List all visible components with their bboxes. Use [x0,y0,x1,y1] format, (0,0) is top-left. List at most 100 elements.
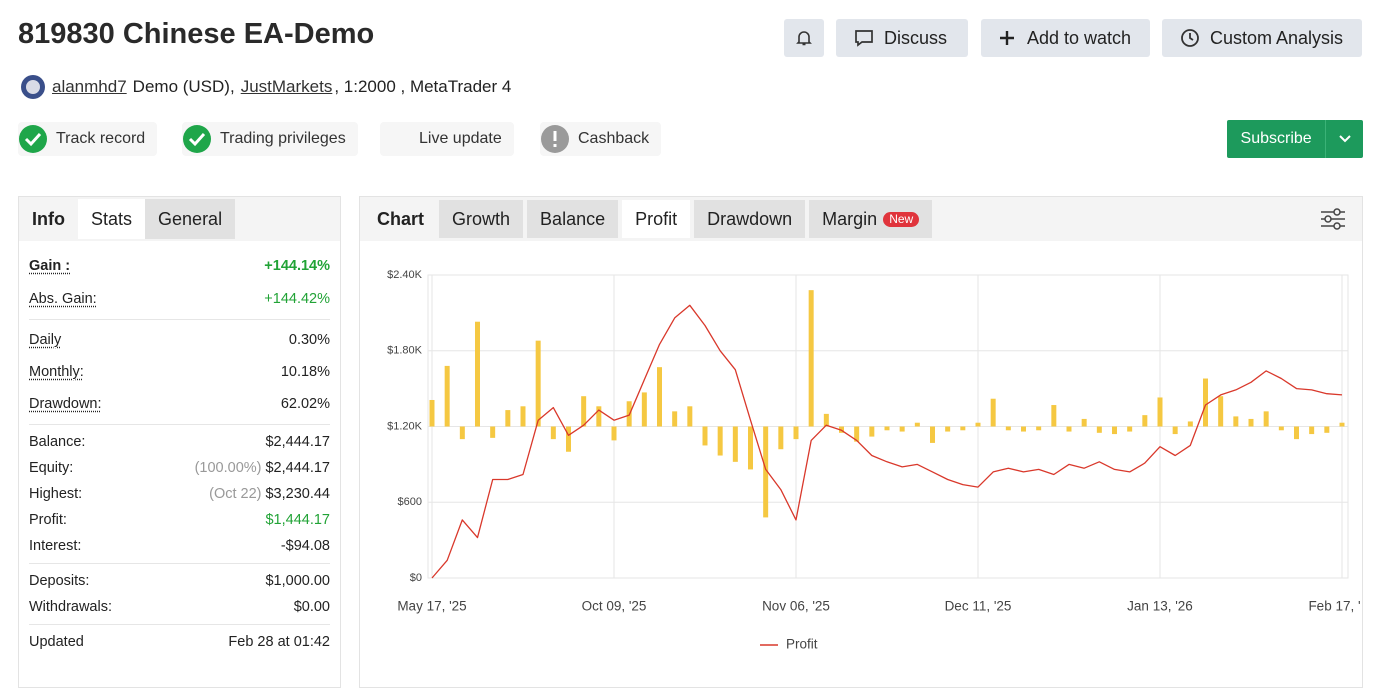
tab-label: Balance [540,209,605,229]
subscribe-button[interactable]: Subscribe [1227,120,1363,158]
bar [1067,427,1072,432]
button-label: Discuss [884,28,947,49]
badge-label: Track record [56,130,145,148]
x-tick-label: Feb 17, '26 [1308,599,1360,614]
stats-group: Deposits: $1,000.00 Withdrawals: $0.00 [29,564,330,625]
analysis-button[interactable]: Custom Analysis [1162,19,1362,57]
stats-value: $2,444.17 [265,460,330,476]
bar [521,406,526,426]
chart-tab[interactable]: Balance [527,200,618,238]
settings-icon[interactable] [1320,207,1346,231]
stats-label: Deposits: [29,573,89,589]
stats-group: Balance: $2,444.17 Equity: (100.00%) $2,444.… [29,425,330,564]
chart-tab[interactable]: Profit [622,200,690,238]
stats-value: 0.30% [289,332,330,348]
stats-tab[interactable]: Stats [78,199,145,239]
bar [1112,427,1117,435]
badge-label: Cashback [578,130,649,148]
bar [505,410,510,426]
bar [778,427,783,450]
stats-row: Highest: (Oct 22) $3,230.44 [29,481,330,507]
bar [1097,427,1102,433]
bar [1218,396,1223,426]
stats-value-wrap: +144.14% [264,258,330,274]
chart-tab[interactable]: Margin New [809,200,932,238]
bar [460,427,465,440]
tab-label: Drawdown [707,209,792,229]
discuss-button[interactable]: Discuss [836,19,968,57]
user-link[interactable]: alanmhd7 [52,77,127,97]
x-tick-label: Jan 13, '26 [1127,599,1193,614]
tab-label: Margin [822,209,877,229]
stats-value-wrap: $1,000.00 [265,573,330,589]
bar [1173,427,1178,435]
stats-row: Equity: (100.00%) $2,444.17 [29,455,330,481]
bar [1249,419,1254,427]
stats-value-wrap: $1,444.17 [265,512,330,528]
stats-group: Gain : +144.14% Abs. Gain: +144.42% [29,245,330,320]
bar [1324,427,1329,433]
stats-label: Profit: [29,512,67,528]
stats-value-wrap: +144.42% [264,291,330,307]
stats-label: Monthly: [29,364,84,380]
badge-label: Trading privileges [220,130,346,148]
bar [900,427,905,432]
stats-row: Deposits: $1,000.00 [29,568,330,594]
stats-row: Monthly: 10.18% [29,356,330,388]
subscribe-dropdown[interactable] [1325,120,1363,158]
stats-value-wrap: 10.18% [281,364,330,380]
bar [475,322,480,427]
subscribe-label: Subscribe [1227,130,1325,148]
stats-value-wrap: 62.02% [281,396,330,412]
y-tick-label: $1.80K [387,345,423,357]
bar [945,427,950,432]
stats-label: Highest: [29,486,82,502]
bar [566,427,571,452]
chart-tab[interactable]: Growth [439,200,523,238]
stats-label: Interest: [29,538,81,554]
x-tick-label: Nov 06, '25 [762,599,830,614]
title: 819830 Chinese EA-Demo [18,18,374,51]
tab-label: Growth [452,209,510,229]
stats-group: Daily 0.30% Monthly: 10.18% Drawdown: 62.02% [29,320,330,425]
stats-row: Gain : +144.14% [29,249,330,282]
stats-label: Withdrawals: [29,599,112,615]
bar [551,427,556,440]
bar [1051,405,1056,426]
button-label: Add to watch [1027,28,1131,49]
bar [1127,427,1132,432]
stats-value: $3,230.44 [265,486,330,502]
bar [1264,411,1269,426]
bell-button[interactable] [784,19,824,57]
chart: $0 $600 $1.20K $1.80K $2.40K May 17, '25 Oct 0… [360,241,1360,685]
bar [885,427,890,431]
watch-button[interactable]: Add to watch [981,19,1150,57]
bar [1340,423,1345,427]
stats-tab[interactable]: Info [19,199,78,239]
stats-row: Interest: -$94.08 [29,533,330,559]
stats-value-wrap: 0.30% [289,332,330,348]
bar [1294,427,1299,440]
tab-label: Profit [635,209,677,229]
new-badge: New [883,212,919,227]
stats-tab[interactable]: General [145,199,235,239]
stats-value: $1,000.00 [265,573,330,589]
stats-value: 10.18% [281,364,330,380]
stats-value: $0.00 [294,599,330,615]
bar [672,411,677,426]
bar [581,396,586,426]
stats-value-wrap: $2,444.17 [265,434,330,450]
broker-link[interactable]: JustMarkets [241,77,333,97]
bar [1036,427,1041,431]
stats-value: $2,444.17 [265,434,330,450]
bar [536,341,541,427]
chart-tab[interactable]: Drawdown [694,200,805,238]
chart-tabs: Chart Growth Balance Profit Drawdown Margin N… [360,197,1362,241]
stats-row: Drawdown: 62.02% [29,388,330,420]
stats-rows: Gain : +144.14% Abs. Gain: +144.42% Daily 0.3… [19,241,340,659]
y-tick-label: $600 [398,496,422,508]
account-type: Demo (USD), [133,77,235,97]
bar [1279,427,1284,431]
badge: Trading privileges [182,122,358,156]
stats-value: +144.42% [264,291,330,307]
